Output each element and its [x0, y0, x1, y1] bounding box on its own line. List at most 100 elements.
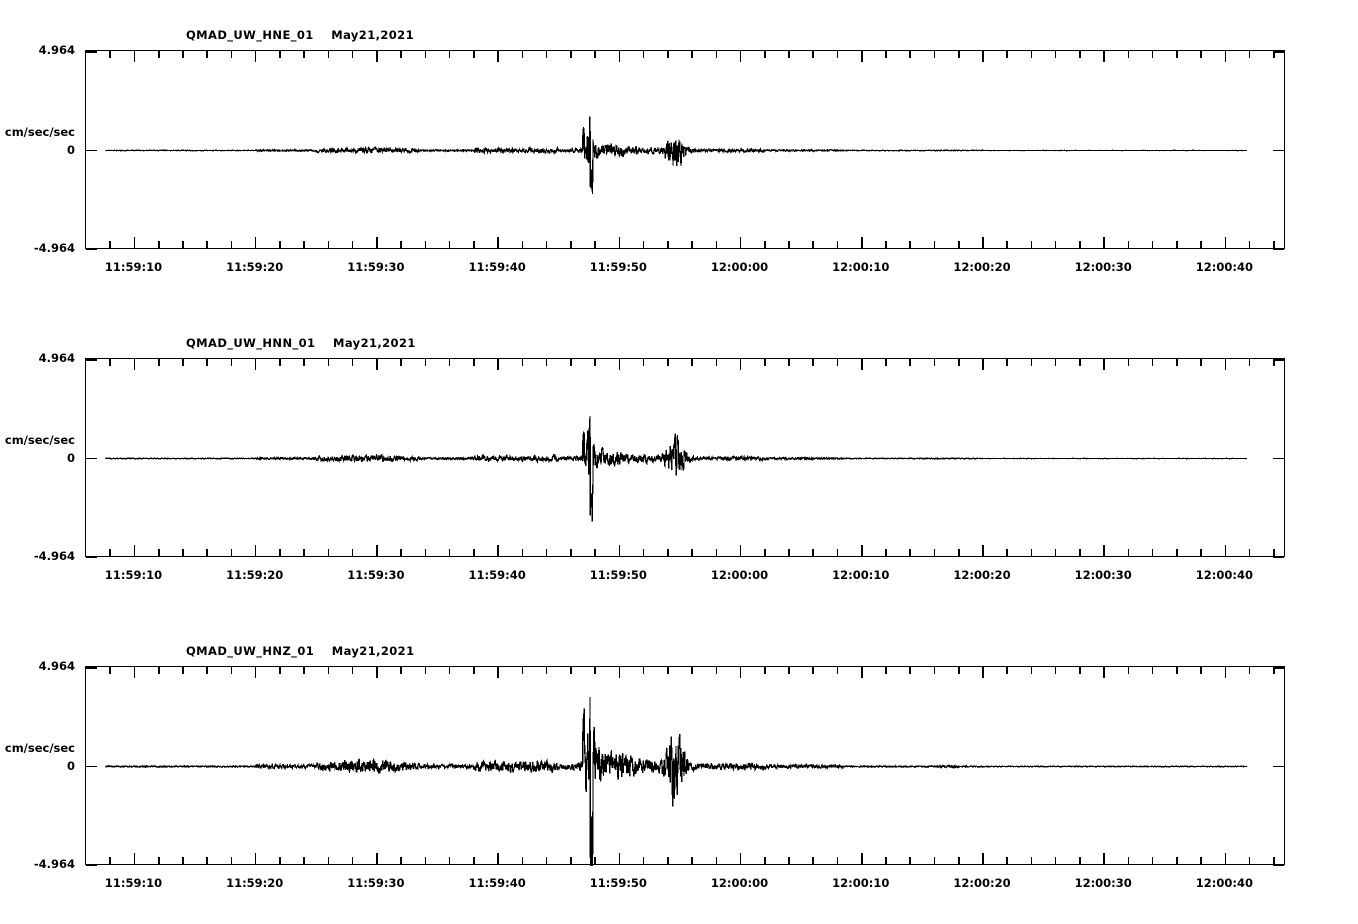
x-tick-top-minor	[1151, 51, 1154, 58]
x-tick-bottom-major	[739, 237, 742, 248]
x-axis-tick-label: 12:00:00	[710, 568, 769, 582]
x-tick-top-major	[982, 667, 984, 678]
x-tick-top-minor	[109, 51, 112, 58]
x-tick-bottom-minor	[182, 549, 184, 556]
x-tick-top-minor	[642, 51, 645, 58]
x-tick-top-minor	[691, 51, 693, 58]
x-axis-tick-label: 11:59:40	[468, 260, 526, 274]
x-tick-bottom-minor	[1054, 241, 1057, 248]
x-tick-top-major	[860, 51, 863, 62]
x-tick-top-minor	[1176, 667, 1178, 674]
x-tick-top-minor	[400, 51, 402, 58]
x-tick-bottom-major	[982, 237, 984, 248]
x-tick-bottom-minor	[667, 549, 669, 556]
x-tick-bottom-minor	[206, 549, 208, 556]
x-tick-top-major	[1224, 667, 1227, 678]
x-tick-bottom-minor	[1176, 241, 1178, 248]
x-tick-top-minor	[279, 51, 281, 58]
y-tick-left-zero	[86, 765, 97, 768]
x-axis-tick-label: 12:00:20	[953, 568, 1011, 582]
plot-area-hne	[85, 50, 1285, 250]
x-tick-top-minor	[303, 667, 305, 674]
x-tick-top-major	[739, 51, 742, 62]
x-tick-top-major	[497, 359, 499, 370]
x-tick-top-minor	[933, 667, 936, 674]
x-tick-bottom-minor	[836, 549, 839, 556]
x-tick-bottom-minor	[1273, 857, 1275, 864]
x-tick-bottom-minor	[1006, 857, 1008, 864]
y-tick-right-max	[1273, 51, 1284, 53]
x-tick-bottom-minor	[691, 857, 693, 864]
x-tick-bottom-minor	[521, 857, 524, 864]
x-tick-bottom-minor	[715, 241, 718, 248]
x-tick-top-minor	[230, 667, 233, 674]
x-tick-bottom-minor	[351, 241, 354, 248]
x-axis-tick-label: 11:59:50	[589, 876, 647, 890]
x-tick-bottom-major	[254, 237, 257, 248]
x-tick-bottom-major	[618, 853, 621, 864]
x-tick-bottom-minor	[545, 549, 548, 556]
x-tick-top-minor	[1151, 667, 1154, 674]
x-tick-top-minor	[667, 667, 669, 674]
waveform-trace-hnn	[105, 416, 1248, 522]
x-tick-top-minor	[885, 667, 887, 674]
x-tick-bottom-major	[739, 545, 742, 556]
x-axis-tick-label: 12:00:30	[1074, 876, 1132, 890]
y-axis-min-label-hnz: -4.964	[33, 857, 75, 871]
y-axis-min-label-hnn: -4.964	[33, 549, 75, 563]
x-tick-bottom-minor	[1200, 549, 1202, 556]
seismogram-panel-hne: QMAD_UW_HNE_01 May21,2021 4.964 cm/sec/sec…	[0, 28, 1358, 295]
x-tick-top-minor	[473, 667, 475, 674]
x-axis-tick-label: 11:59:20	[226, 876, 284, 890]
x-tick-top-minor	[424, 51, 427, 58]
x-tick-bottom-minor	[691, 549, 693, 556]
x-tick-top-minor	[1054, 359, 1057, 366]
x-tick-top-minor	[667, 359, 669, 366]
x-axis-tick-label: 11:59:10	[104, 568, 163, 582]
x-tick-top-minor	[1273, 51, 1275, 58]
x-tick-top-major	[618, 667, 621, 678]
x-tick-bottom-minor	[424, 549, 427, 556]
y-axis-max-label-hne: 4.964	[38, 43, 75, 57]
x-tick-top-minor	[933, 359, 936, 366]
x-tick-bottom-minor	[182, 857, 184, 864]
x-tick-top-major	[982, 359, 984, 370]
x-tick-top-minor	[1054, 51, 1057, 58]
x-tick-bottom-minor	[1248, 857, 1251, 864]
x-tick-top-minor	[788, 51, 790, 58]
x-axis-tick-label: 12:00:10	[832, 876, 890, 890]
x-axis-tick-label: 12:00:40	[1195, 260, 1253, 274]
x-tick-top-minor	[763, 359, 766, 366]
x-tick-bottom-minor	[885, 857, 887, 864]
x-tick-top-minor	[157, 51, 160, 58]
x-tick-bottom-major	[860, 853, 863, 864]
x-tick-top-minor	[1151, 359, 1154, 366]
x-axis-tick-label: 12:00:40	[1195, 568, 1253, 582]
panel-title-hnn: QMAD_UW_HNN_01 May21,2021	[186, 336, 416, 350]
x-tick-bottom-minor	[303, 857, 305, 864]
y-axis-min-label-hne: -4.964	[33, 241, 75, 255]
x-axis-tick-label: 12:00:10	[832, 260, 890, 274]
x-tick-top-major	[376, 667, 378, 678]
x-tick-bottom-minor	[788, 241, 790, 248]
x-tick-bottom-minor	[763, 857, 766, 864]
x-tick-top-minor	[327, 667, 330, 674]
x-tick-bottom-major	[982, 853, 984, 864]
x-tick-top-minor	[182, 359, 184, 366]
y-axis-max-label-hnz: 4.964	[38, 659, 75, 673]
x-tick-bottom-minor	[473, 857, 475, 864]
x-tick-top-minor	[691, 667, 693, 674]
x-tick-top-minor	[570, 359, 572, 366]
x-tick-top-minor	[691, 359, 693, 366]
y-axis-units-label-hnn: cm/sec/sec	[4, 432, 75, 447]
x-tick-top-minor	[206, 667, 208, 674]
x-tick-top-major	[618, 359, 621, 370]
x-tick-bottom-minor	[1079, 549, 1081, 556]
y-tick-left-max	[86, 51, 97, 53]
x-tick-bottom-minor	[1079, 241, 1081, 248]
x-tick-bottom-minor	[667, 241, 669, 248]
x-tick-top-major	[376, 51, 378, 62]
x-tick-top-minor	[448, 359, 451, 366]
x-tick-bottom-minor	[1273, 241, 1275, 248]
x-tick-bottom-minor	[570, 549, 572, 556]
